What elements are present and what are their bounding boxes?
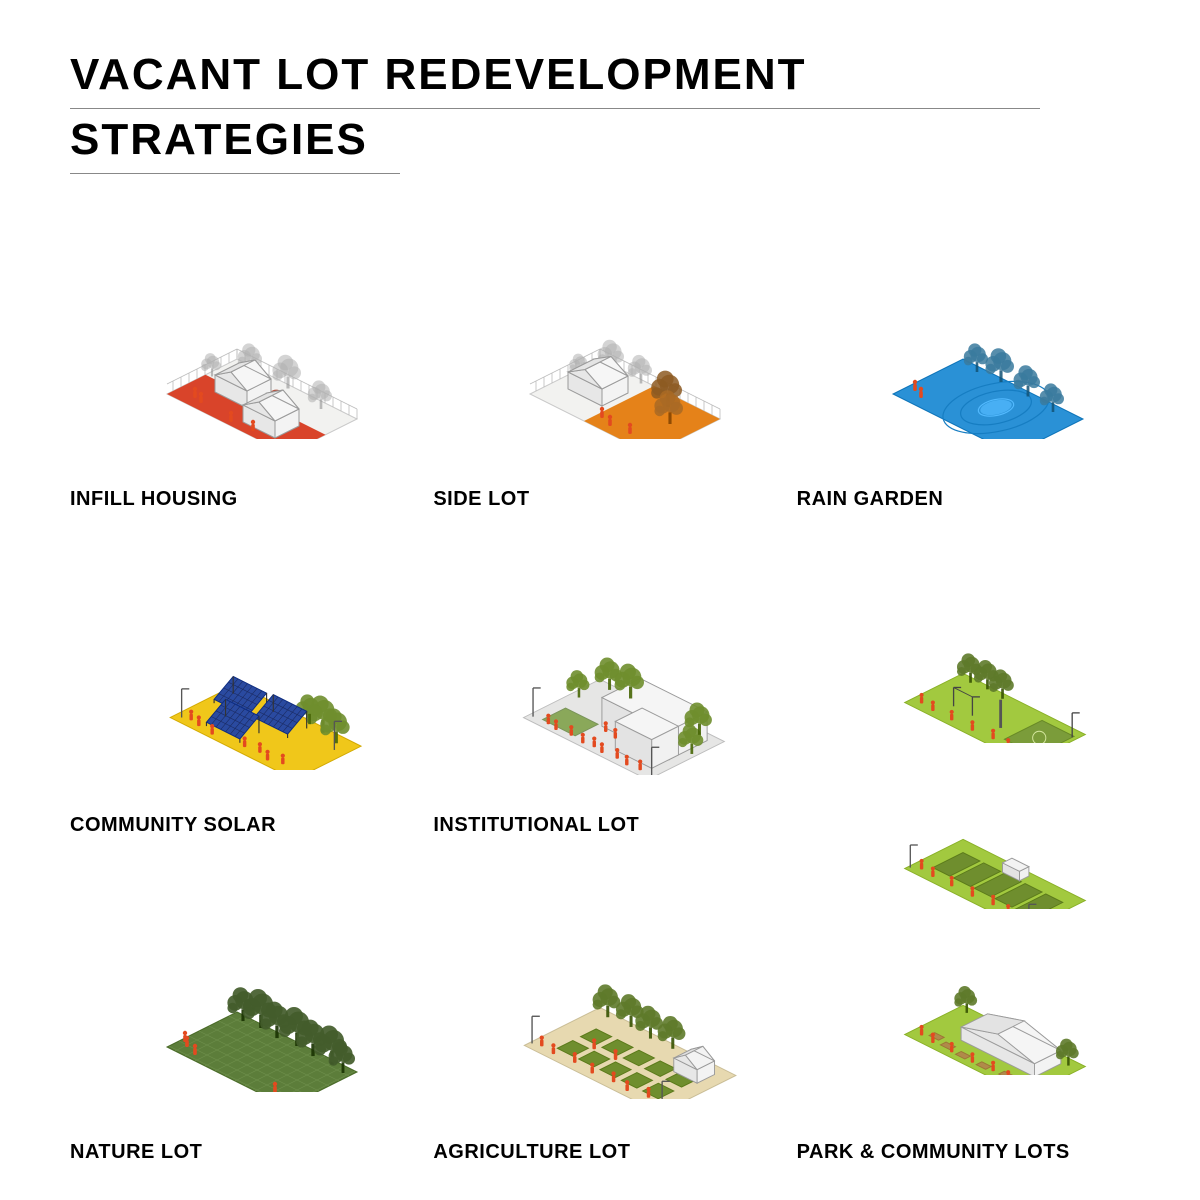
diagram-side-lot — [433, 204, 766, 474]
tile-agriculture-lot: AGRICULTURE LOT — [433, 857, 766, 1164]
label-community-solar: COMMUNITY SOLAR — [70, 814, 403, 837]
label-park-community: PARK & COMMUNITY LOTS — [797, 1141, 1130, 1164]
tile-community-solar: COMMUNITY SOLAR — [70, 531, 403, 838]
label-agriculture-lot: AGRICULTURE LOT — [433, 1141, 766, 1164]
label-rain-garden: RAIN GARDEN — [797, 488, 1130, 511]
strategy-grid: INFILL HOUSING SIDE LOT RAIN GARDEN COMM… — [70, 204, 1130, 1164]
diagram-agriculture-lot — [433, 857, 766, 1127]
tile-side-lot: SIDE LOT — [433, 204, 766, 511]
tile-nature-lot: NATURE LOT — [70, 857, 403, 1164]
diagram-rain-garden — [797, 204, 1130, 474]
title-line-2: STRATEGIES — [70, 115, 400, 174]
label-infill-housing: INFILL HOUSING — [70, 488, 403, 511]
title-line-1: VACANT LOT REDEVELOPMENT — [70, 50, 1040, 109]
tile-institutional-lot: INSTITUTIONAL LOT — [433, 531, 766, 838]
diagram-infill-housing — [70, 204, 403, 474]
tile-rain-garden: RAIN GARDEN — [797, 204, 1130, 511]
label-institutional-lot: INSTITUTIONAL LOT — [433, 814, 766, 837]
title-block: VACANT LOT REDEVELOPMENT STRATEGIES — [70, 50, 1130, 174]
diagram-institutional-lot — [433, 531, 766, 801]
label-side-lot: SIDE LOT — [433, 488, 766, 511]
tile-park-community: PARK & COMMUNITY LOTS — [797, 531, 1130, 1164]
tile-infill-housing: INFILL HOUSING — [70, 204, 403, 511]
label-nature-lot: NATURE LOT — [70, 1141, 403, 1164]
diagram-park-community — [797, 531, 1130, 1127]
diagram-nature-lot — [70, 857, 403, 1127]
diagram-community-solar — [70, 531, 403, 801]
